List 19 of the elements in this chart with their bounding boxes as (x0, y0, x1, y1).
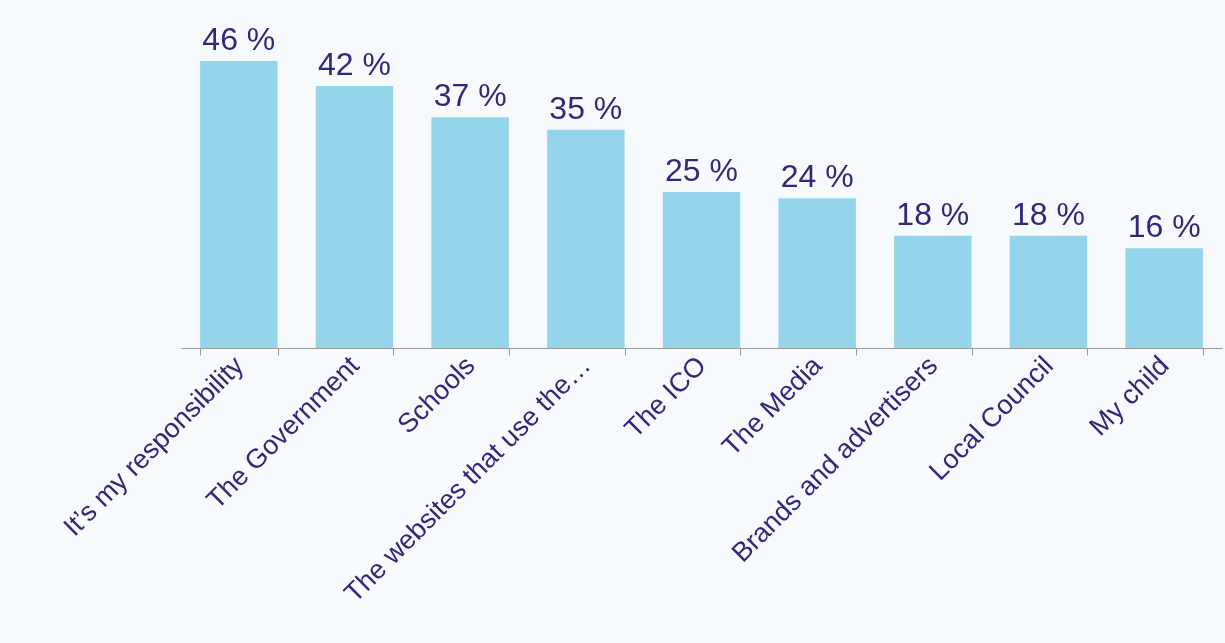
data-label: 24 % (780, 158, 854, 195)
data-label: 37 % (433, 77, 507, 114)
bar (547, 129, 625, 348)
data-label: 46 % (202, 21, 276, 57)
bar (431, 117, 509, 348)
bar (1125, 248, 1203, 348)
data-label: 25 % (665, 152, 738, 189)
bar (778, 198, 856, 348)
bar (315, 85, 394, 348)
data-label: 16 % (1127, 208, 1201, 245)
bar (894, 235, 972, 348)
bar (1009, 235, 1088, 348)
data-label: 18 % (896, 195, 970, 232)
data-label: 42 % (318, 45, 391, 82)
x-tick-label: The ICO (618, 350, 712, 444)
data-label: 18 % (1012, 195, 1085, 232)
bar (662, 192, 741, 348)
data-label: 35 % (549, 89, 623, 126)
bar (200, 61, 278, 348)
